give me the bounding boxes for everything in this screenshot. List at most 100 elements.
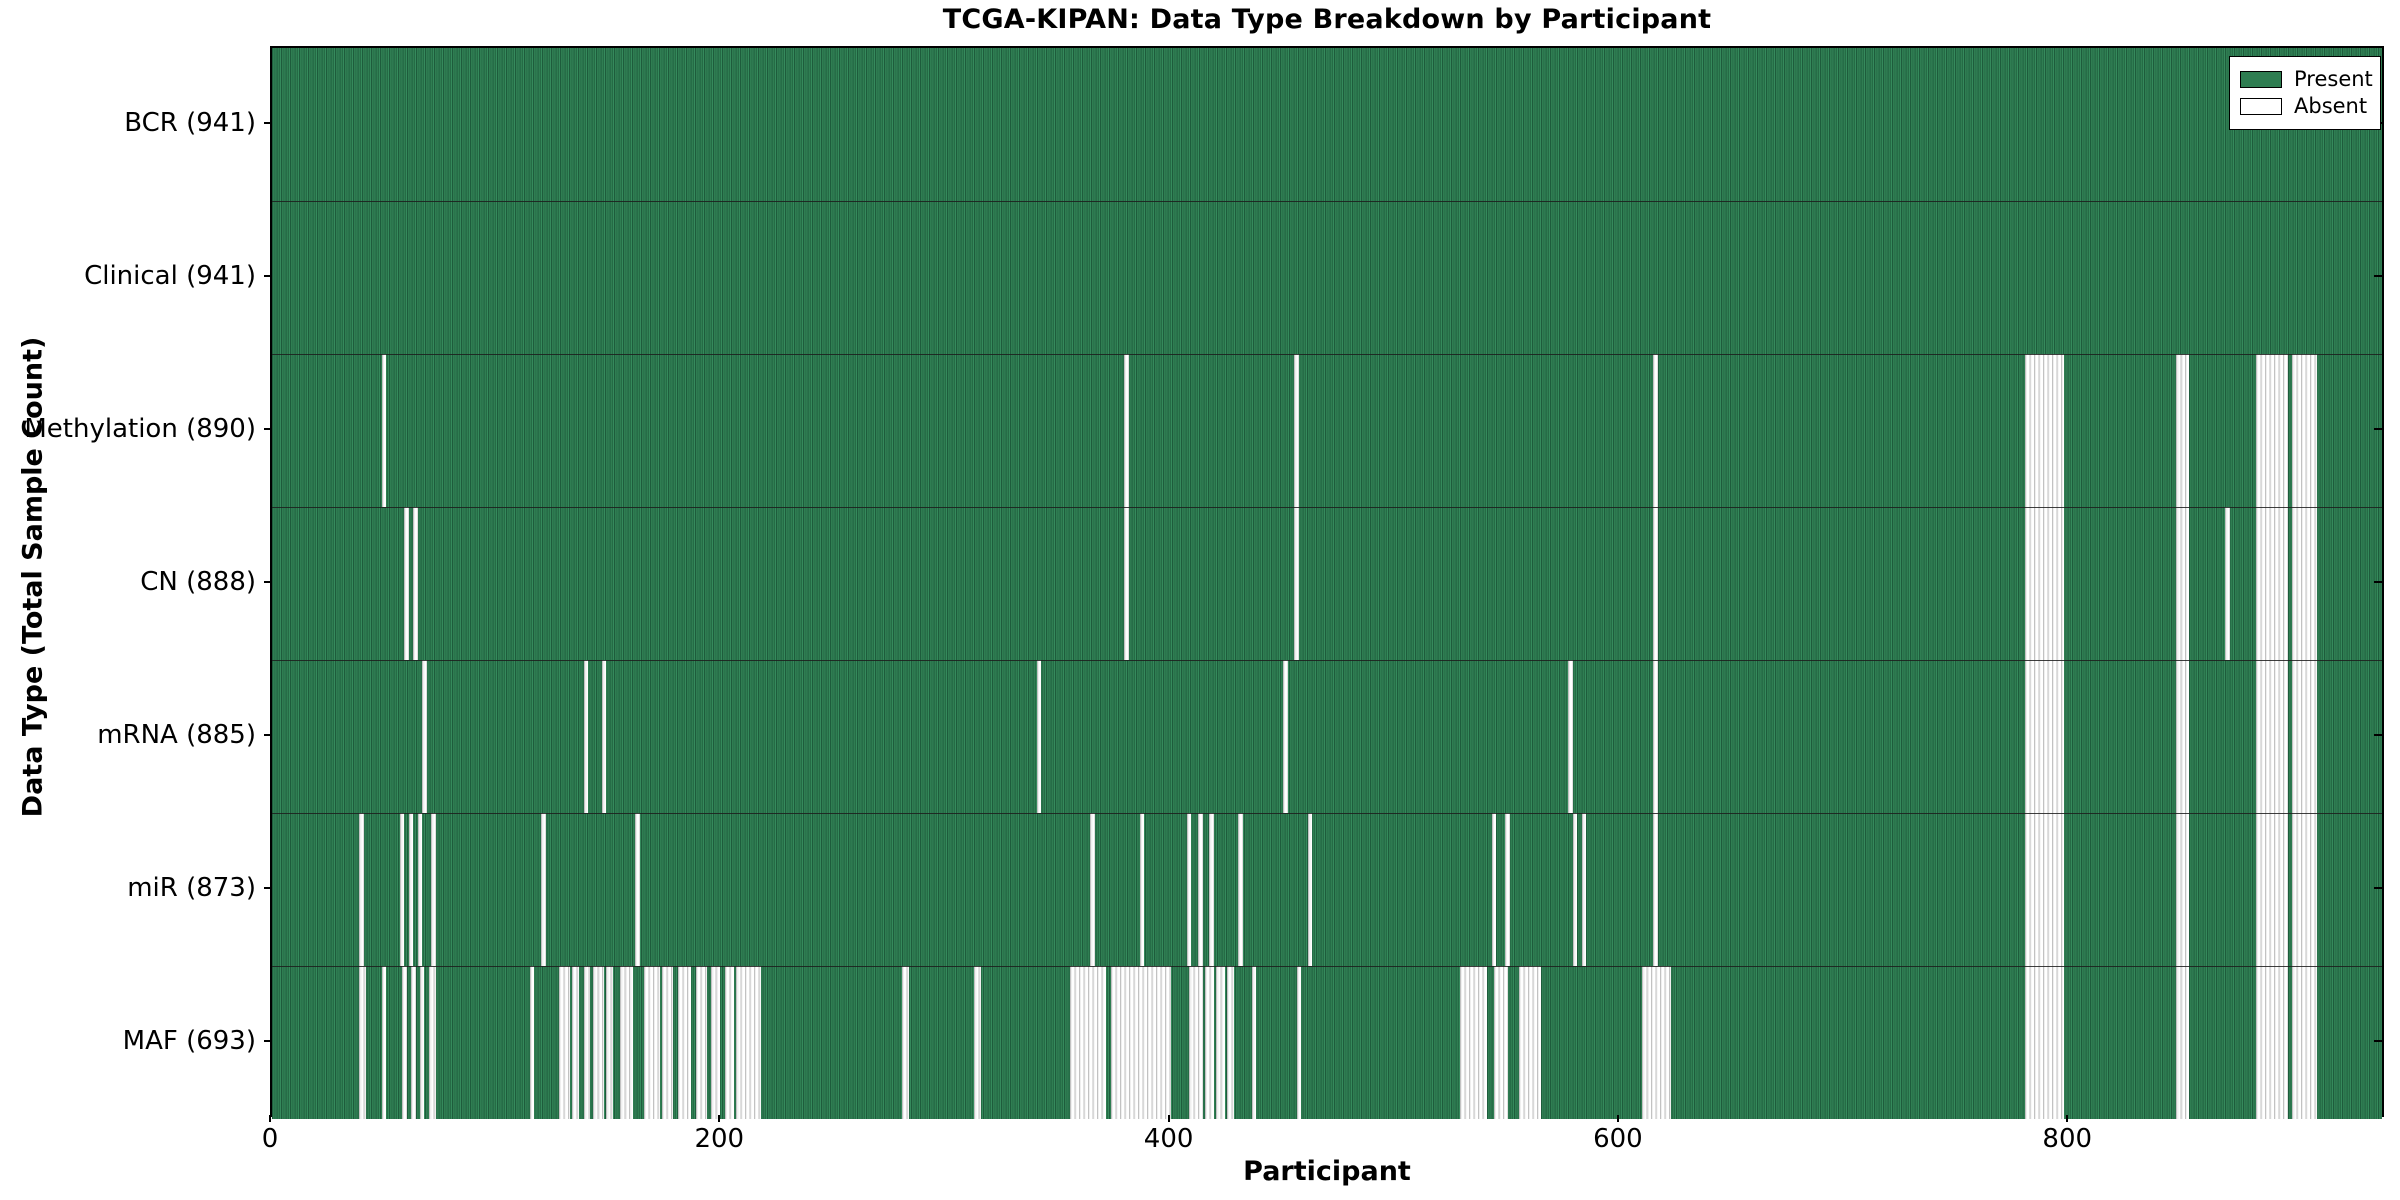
- absent-block: [1090, 813, 1095, 966]
- y-tick-mark: [264, 121, 272, 124]
- absent-block: [2292, 354, 2317, 507]
- absent-block: [1494, 966, 1508, 1119]
- absent-block: [399, 813, 405, 966]
- absent-block: [381, 354, 387, 507]
- x-tick-mark: [1167, 1115, 1170, 1122]
- absent-block: [724, 966, 734, 1119]
- absent-block: [2256, 966, 2288, 1119]
- y-tick-mark: [264, 886, 272, 889]
- absent-block: [662, 966, 674, 1119]
- y-tick-label: BCR (941): [124, 107, 256, 138]
- absent-block: [606, 966, 613, 1119]
- y-tick-mark-right: [2374, 733, 2382, 736]
- absent-block: [1307, 813, 1313, 966]
- y-tick-mark: [264, 733, 272, 736]
- absent-block: [2256, 354, 2288, 507]
- absent-block: [1124, 507, 1129, 660]
- absent-block: [419, 966, 425, 1119]
- y-tick-mark-right: [2374, 1039, 2382, 1042]
- absent-block: [2256, 660, 2288, 813]
- absent-block: [2225, 507, 2230, 660]
- absent-block: [402, 966, 407, 1119]
- absent-block: [2292, 966, 2317, 1119]
- y-tick-label: Methylation (890): [24, 413, 256, 444]
- plot-area: [270, 46, 2384, 1119]
- absent-block: [2175, 507, 2190, 660]
- absent-block: [417, 813, 423, 966]
- y-tick-label: Clinical (941): [84, 260, 256, 291]
- legend-label-absent: Absent: [2294, 94, 2368, 118]
- absent-block: [711, 966, 721, 1119]
- row-mrna: [272, 660, 2382, 813]
- y-tick-label: CN (888): [140, 566, 256, 597]
- absent-block: [1204, 966, 1214, 1119]
- row-separator: [272, 201, 2382, 202]
- row-mir: [272, 813, 2382, 966]
- absent-block: [413, 507, 418, 660]
- absent-block: [1216, 966, 1225, 1119]
- absent-block: [428, 966, 436, 1119]
- absent-block: [1296, 966, 1302, 1119]
- absent-block: [2025, 813, 2064, 966]
- absent-block: [2025, 507, 2064, 660]
- y-tick-mark-right: [2374, 274, 2382, 277]
- y-tick-label: miR (873): [127, 872, 256, 903]
- absent-block: [583, 966, 591, 1119]
- absent-block: [1251, 966, 1257, 1119]
- x-axis-label: Participant: [1243, 1156, 1411, 1187]
- row-separator: [272, 966, 2382, 967]
- row-separator: [272, 813, 2382, 814]
- absent-block: [2175, 660, 2190, 813]
- absent-block: [2292, 813, 2317, 966]
- x-tick-label: 0: [261, 1124, 279, 1154]
- absent-block: [408, 813, 414, 966]
- row-cn: [272, 507, 2382, 660]
- x-tick-label: 600: [1593, 1124, 1643, 1154]
- y-tick-mark-right: [2374, 886, 2382, 889]
- absent-block: [1036, 660, 1042, 813]
- absent-block: [2025, 660, 2064, 813]
- y-tick-labels: BCR (941) Clinical (941) Methylation (890)…: [0, 46, 256, 1117]
- absent-block: [2256, 507, 2288, 660]
- absent-block: [1238, 813, 1243, 966]
- legend: Present Absent: [2229, 56, 2381, 130]
- y-tick-label: MAF (693): [122, 1025, 256, 1056]
- absent-block: [559, 966, 571, 1119]
- absent-block: [411, 966, 416, 1119]
- legend-label-present: Present: [2294, 67, 2373, 91]
- legend-swatch-absent-icon: [2240, 97, 2282, 115]
- absent-block: [601, 660, 607, 813]
- absent-block: [422, 660, 427, 813]
- absent-block: [592, 966, 604, 1119]
- legend-swatch-present-icon: [2240, 70, 2282, 88]
- absent-block: [2175, 813, 2190, 966]
- row-separator: [272, 354, 2382, 355]
- absent-block: [541, 813, 546, 966]
- row-maf: [272, 966, 2382, 1119]
- y-tick-mark: [264, 274, 272, 277]
- absent-block: [1198, 813, 1203, 966]
- chart-title: TCGA-KIPAN: Data Type Breakdown by Parti…: [942, 4, 1712, 35]
- absent-block: [2025, 966, 2064, 1119]
- absent-block: [1505, 813, 1510, 966]
- absent-block: [1209, 813, 1214, 966]
- x-tick-mark: [1616, 1115, 1619, 1122]
- absent-block: [1186, 813, 1192, 966]
- absent-block: [1294, 354, 1299, 507]
- absent-block: [1653, 354, 1658, 507]
- absent-block: [1139, 813, 1145, 966]
- absent-block: [1568, 660, 1573, 813]
- x-tick-label: 400: [1143, 1124, 1194, 1154]
- legend-item-absent: Absent: [2240, 94, 2370, 118]
- absent-block: [1653, 507, 1658, 660]
- absent-block: [2292, 507, 2317, 660]
- absent-block: [1653, 813, 1658, 966]
- absent-block: [2292, 660, 2317, 813]
- row-methylation: [272, 354, 2382, 507]
- x-tick-label: 200: [694, 1124, 745, 1154]
- absent-block: [1294, 507, 1299, 660]
- absent-block: [583, 660, 589, 813]
- absent-block: [1110, 966, 1172, 1119]
- absent-block: [973, 966, 981, 1119]
- absent-block: [1491, 813, 1497, 966]
